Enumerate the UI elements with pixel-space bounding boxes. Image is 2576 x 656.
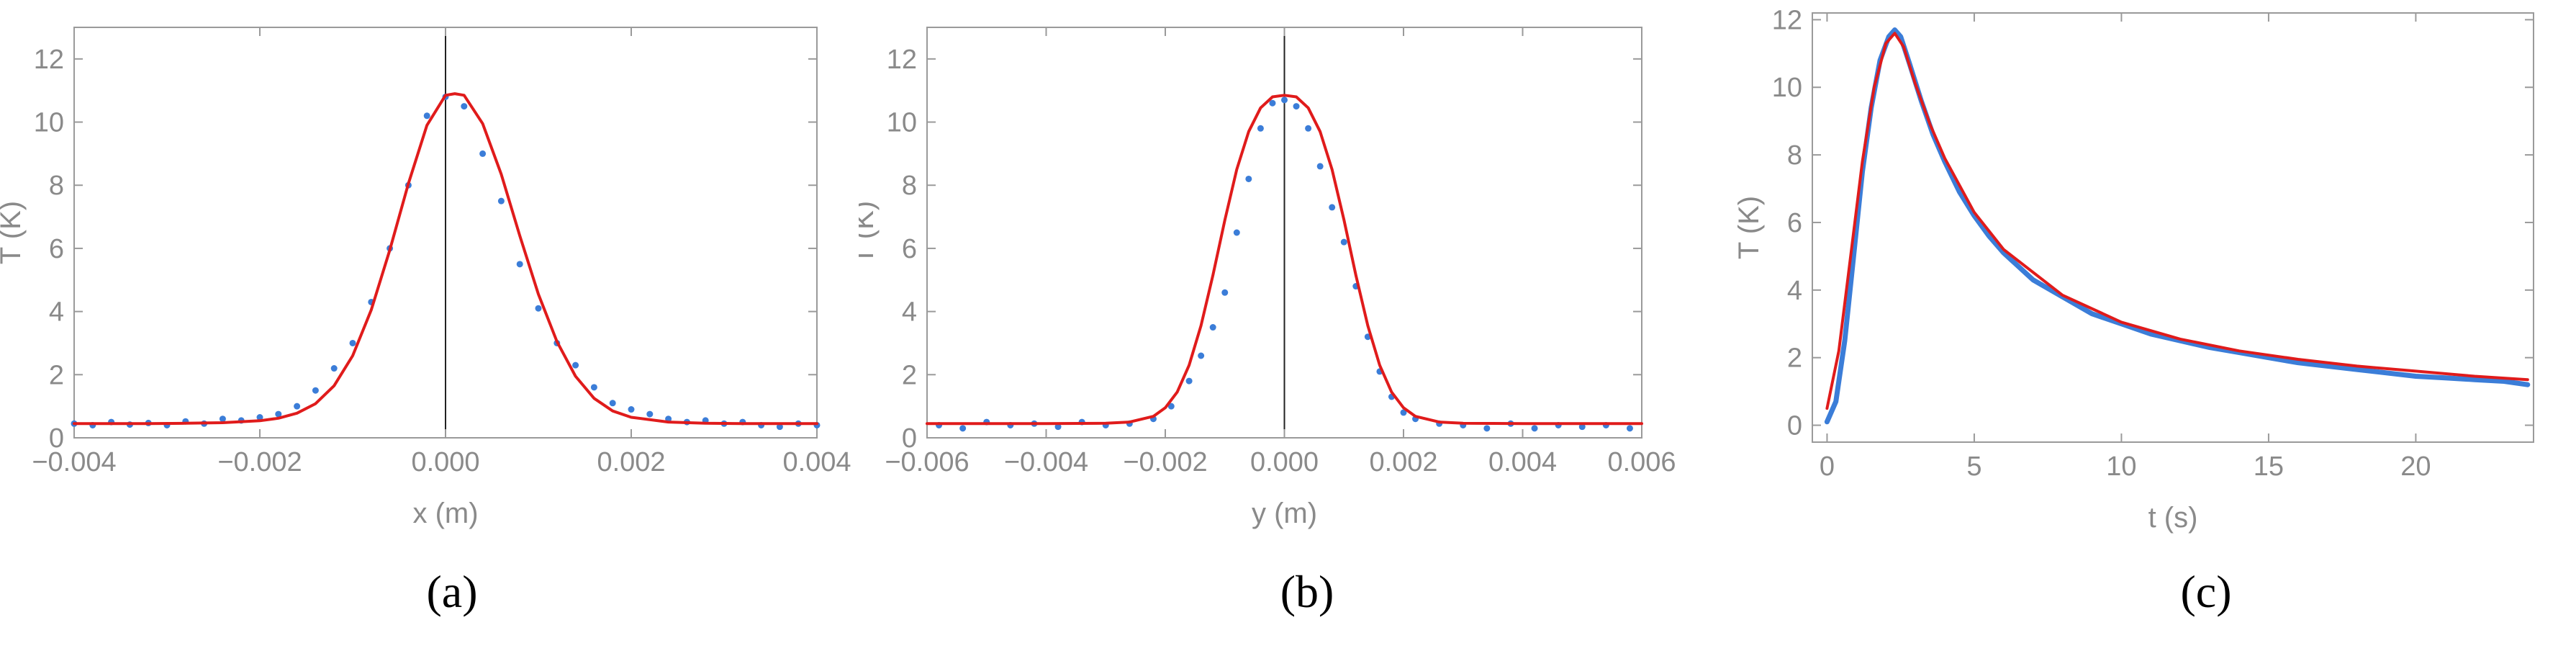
chart-c-x-axis-label: t (s) [2148, 502, 2198, 534]
chart-b-data-point [1340, 238, 1347, 246]
chart-c-y-tick-label: 8 [1787, 140, 1802, 171]
chart-b-y-tick-label: 12 [887, 45, 917, 75]
chart-a-y-tick-label: 6 [49, 234, 64, 264]
panel-caption-a: (a) [426, 566, 478, 617]
chart-a-y-tick-label: 2 [49, 360, 64, 390]
chart-a-x-tick-label: 0.004 [782, 447, 851, 477]
chart-c-data-line [1824, 27, 2531, 425]
chart-c-plot-frame [1812, 12, 2534, 443]
chart-a-data-point [535, 305, 542, 312]
chart-b-x-tick-label: 0.000 [1250, 447, 1319, 477]
chart-b-data-point [1245, 175, 1252, 182]
chart-panel-c: 0 5 10 15 20 0 2 4 6 8 10 12 t (s) T (K) (c) [1717, 0, 2576, 656]
chart-a-data-point [590, 384, 597, 391]
chart-panel-b: −0.006 −0.004 −0.002 0.000 0.002 0.004 0.006 0 2… [859, 0, 1717, 656]
chart-a-data-point [516, 261, 523, 268]
chart-c-y-tick-label: 12 [1772, 5, 1802, 35]
chart-b-data-point [1400, 409, 1407, 416]
chart-b-data-point [1257, 125, 1264, 132]
chart-a-x-tick-label: 0.000 [411, 447, 479, 477]
chart-a-data-point [423, 112, 430, 120]
chart-a-data-point [330, 365, 338, 372]
chart-b-x-tick-label: −0.006 [885, 447, 969, 477]
chart-a-data-point [312, 387, 319, 394]
chart-c-x-tick-label: 10 [2106, 451, 2136, 482]
chart-a-data-point [275, 410, 282, 418]
chart-b-data-point [1305, 125, 1312, 132]
chart-b-data-point [1221, 289, 1229, 296]
chart-b-y-tick-label: 6 [902, 234, 917, 264]
chart-b-data-point [1329, 204, 1336, 211]
chart-c-fit-curve [1825, 32, 2529, 410]
chart-b-x-tick-label: −0.004 [1004, 447, 1088, 477]
chart-b-x-tick-label: 0.006 [1607, 447, 1676, 477]
chart-c-y-tick-label: 10 [1772, 73, 1802, 103]
chart-b-data-point [959, 425, 967, 432]
chart-b-data-point [1054, 423, 1062, 431]
chart-b-svg: −0.006 −0.004 −0.002 0.000 0.002 0.004 0.006 0 2… [859, 27, 1676, 529]
chart-c-svg: 0 5 10 15 20 0 2 4 6 8 10 12 t (s) T (K) [1733, 5, 2534, 534]
chart-b-data-point [1626, 425, 1633, 432]
chart-b-data-point [1233, 229, 1240, 236]
chart-c-x-tick-label: 15 [2254, 451, 2284, 482]
chart-b-data-point [1531, 425, 1538, 432]
chart-c-x-tick-label: 0 [1820, 451, 1835, 482]
chart-b-data-point [1198, 352, 1205, 359]
chart-a-x-axis-label: x (m) [412, 498, 478, 529]
chart-a-data-point [776, 423, 783, 431]
chart-b-x-tick-label: 0.002 [1369, 447, 1437, 477]
chart-a-data-point [628, 406, 635, 413]
chart-b-fit-curve [926, 94, 1643, 426]
chart-b-y-tick-label: 4 [902, 297, 917, 328]
chart-a-svg: −0.004 −0.002 0.000 0.002 0.004 0 2 4 6 8 10 12 x (m… [0, 27, 851, 529]
chart-b-x-axis-label: y (m) [1252, 498, 1317, 529]
chart-a-y-tick-label: 0 [49, 423, 64, 454]
chart-a-x-tick-label: 0.002 [597, 447, 665, 477]
chart-b-y-tick-label: 2 [902, 360, 917, 390]
chart-c-y-tick-label: 6 [1787, 208, 1802, 238]
chart-b-x-tick-label: 0.004 [1488, 447, 1557, 477]
chart-a-fit-curve [73, 92, 818, 426]
chart-a-data-point [294, 403, 301, 410]
chart-c-x-tick-label: 20 [2400, 451, 2431, 482]
chart-a-x-tick-label: −0.004 [32, 447, 116, 477]
chart-b-data-point [1269, 99, 1276, 107]
chart-a-data-point [219, 415, 226, 423]
chart-b-y-axis-label: T (K) [859, 201, 880, 264]
chart-a-data-point [609, 400, 616, 407]
chart-a-data-point [497, 197, 505, 205]
chart-a-data-point [349, 339, 356, 346]
chart-a-data-point [461, 103, 468, 110]
panel-caption-c: (c) [2180, 566, 2232, 617]
chart-a-x-tick-label: −0.002 [217, 447, 302, 477]
chart-b-data-point [1483, 425, 1491, 432]
chart-c-y-axis-label: T (K) [1733, 196, 1765, 259]
chart-b-data-point [1578, 423, 1586, 431]
chart-b-x-tick-label: −0.002 [1123, 447, 1207, 477]
chart-c-y-tick-label: 4 [1787, 276, 1802, 306]
chart-c-x-tick-label: 5 [1966, 451, 1981, 482]
chart-a-y-tick-label: 8 [49, 171, 64, 201]
chart-b-data-point [1167, 403, 1175, 410]
chart-c-y-tick-label: 0 [1787, 411, 1802, 441]
chart-b-data-point [1293, 103, 1300, 110]
chart-b-y-tick-label: 10 [887, 108, 917, 138]
chart-panel-a: −0.004 −0.002 0.000 0.002 0.004 0 2 4 6 8 10 12 x (m… [0, 0, 859, 656]
chart-b-data-point [1281, 96, 1288, 104]
panel-caption-b: (b) [1280, 566, 1334, 617]
chart-b-y-tick-label: 0 [902, 423, 917, 454]
chart-a-y-tick-label: 4 [49, 297, 64, 328]
chart-a-y-axis-label: T (K) [0, 201, 27, 264]
chart-b-y-tick-label: 8 [902, 171, 917, 201]
chart-a-y-tick-label: 10 [34, 108, 64, 138]
chart-a-data-point [572, 361, 579, 369]
chart-a-data-point [256, 414, 263, 421]
chart-a-data-point [646, 410, 654, 418]
chart-c-y-tick-label: 2 [1787, 343, 1802, 374]
chart-a-y-tick-label: 12 [34, 45, 64, 75]
chart-b-data-point [1316, 163, 1324, 170]
chart-b-data-point [1209, 324, 1216, 331]
chart-b-data-point [1185, 377, 1193, 385]
chart-a-data-point [479, 150, 487, 157]
